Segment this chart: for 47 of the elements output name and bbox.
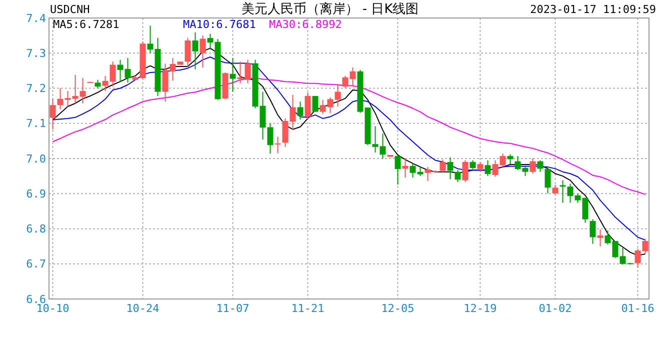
candlestick [454, 170, 461, 183]
text: USDCNH [50, 3, 90, 16]
candlestick [447, 156, 454, 180]
text: MA5:6.7281 [53, 18, 120, 31]
y-tick-label: 7.0 [26, 152, 46, 166]
candlestick [484, 160, 491, 177]
x-tick-label: 01-16 [621, 302, 654, 315]
candlestick [597, 228, 604, 247]
x-tick-label: 10-10 [36, 302, 70, 315]
candlestick [544, 166, 551, 194]
candlestick [530, 158, 536, 174]
x-tick-label: 12-05 [381, 302, 414, 315]
y-tick-label: 7.4 [26, 12, 46, 25]
y-tick-label: 6.7 [26, 258, 46, 271]
candlestick [462, 160, 468, 183]
candlestick [507, 154, 514, 165]
x-tick-label: 10-24 [126, 302, 160, 315]
y-tick-label: 6.8 [26, 222, 46, 236]
candlestick [312, 95, 318, 112]
candlestick [274, 136, 281, 154]
candlestick [590, 218, 596, 244]
x-tick-label: 11-07 [216, 302, 250, 315]
y-tick-label: 7.1 [26, 117, 46, 130]
y-tick-label: 6.9 [26, 187, 46, 200]
x-tick-label: 01-02 [538, 302, 572, 315]
text: MA30:6.8992 [269, 18, 342, 31]
candlestick [402, 158, 408, 178]
candlestick [537, 160, 544, 172]
text: MA10:6.7681 [183, 18, 256, 31]
candlestick [230, 58, 236, 92]
candlestick [477, 162, 484, 172]
x-tick-label: 11-21 [291, 302, 324, 315]
text: 2023-01-17 11:09:59 [530, 3, 656, 16]
y-tick-label: 7.2 [26, 82, 46, 96]
x-tick-label: 12-19 [464, 302, 497, 315]
candlestick [200, 35, 206, 68]
candlestick [394, 154, 401, 185]
candlestick [304, 92, 311, 120]
candlestick [192, 32, 198, 70]
candlestick [560, 180, 566, 204]
candlestick [440, 159, 446, 172]
chart-title: 美元人民币（离岸） - 日K线图 [241, 1, 419, 17]
candlestick [184, 38, 191, 67]
candlestick [50, 98, 56, 130]
candlestick [552, 184, 558, 195]
candlestick [297, 101, 304, 120]
y-tick-label: 7.3 [26, 46, 46, 60]
